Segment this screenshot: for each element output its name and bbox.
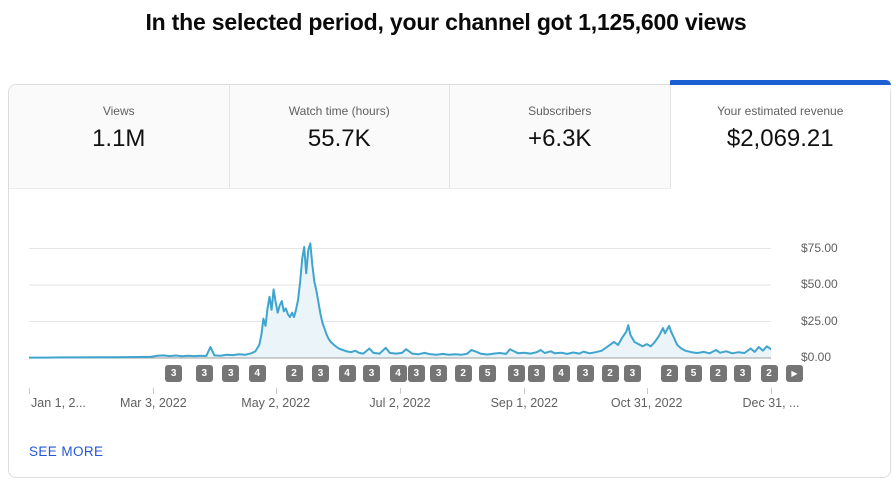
video-group-marker[interactable]: 3 <box>623 365 641 382</box>
tab-watch-time-label: Watch time (hours) <box>288 104 390 118</box>
video-group-marker[interactable]: 5 <box>685 365 702 382</box>
x-axis-tick <box>29 388 30 394</box>
tab-watch-time[interactable]: Watch time (hours) 55.7K <box>228 85 449 189</box>
revenue-area-chart[interactable] <box>28 235 772 365</box>
video-group-marker[interactable]: 3 <box>222 365 240 382</box>
video-group-marker[interactable]: 4 <box>248 365 266 382</box>
y-axis-label: $75.00 <box>801 240 838 255</box>
x-axis-label: May 2, 2022 <box>241 396 311 410</box>
video-group-marker[interactable]: 2 <box>285 365 303 382</box>
y-axis-label: $50.00 <box>801 277 838 291</box>
video-group-marker[interactable]: 2 <box>454 365 472 382</box>
x-axis-label: Mar 3, 2022 <box>119 396 187 410</box>
video-group-marker[interactable]: 3 <box>312 365 329 382</box>
x-axis-label: Jan 1, 2... <box>31 396 86 410</box>
x-axis-tick <box>275 388 277 394</box>
video-group-marker[interactable]: 2 <box>601 365 619 382</box>
metric-tabs: Views 1.1M Watch time (hours) 55.7K Subs… <box>9 80 891 189</box>
y-axis-label: $0.00 <box>801 350 832 364</box>
page-title: In the selected period, your channel got… <box>145 9 747 35</box>
video-group-marker[interactable]: 3 <box>507 365 525 382</box>
tab-estimated-revenue-value: $2,069.21 <box>726 125 834 152</box>
active-tab-indicator <box>669 80 891 85</box>
x-axis-label: Dec 31, ... <box>742 396 800 410</box>
video-group-marker[interactable]: 5 <box>479 365 497 382</box>
tab-watch-time-value: 55.7K <box>307 125 371 152</box>
x-axis-tick <box>400 388 401 394</box>
tab-views-value: 1.1M <box>92 125 146 152</box>
video-group-marker[interactable]: 3 <box>430 365 448 382</box>
tab-views-label: Views <box>102 104 135 118</box>
x-axis-label: Sep 1, 2022 <box>490 396 559 410</box>
see-more-link[interactable]: SEE MORE <box>29 444 104 459</box>
video-group-marker[interactable]: 4 <box>552 365 570 382</box>
x-axis-tick <box>771 388 772 394</box>
video-group-marker[interactable]: 3 <box>195 365 213 382</box>
video-group-marker[interactable]: 4 <box>338 365 356 382</box>
tab-estimated-revenue[interactable]: Your estimated revenue $2,069.21 <box>669 80 891 189</box>
x-axis-tick <box>646 388 648 394</box>
y-axis-label: $25.00 <box>801 313 838 328</box>
video-group-marker[interactable]: 3 <box>577 365 594 382</box>
video-group-marker[interactable]: 2 <box>709 365 727 382</box>
x-axis-tick <box>524 388 526 394</box>
video-group-marker[interactable]: 3 <box>407 365 425 382</box>
analytics-card: Views 1.1M Watch time (hours) 55.7K Subs… <box>8 80 891 478</box>
x-axis-label: Oct 31, 2022 <box>610 396 683 410</box>
x-axis-tick <box>153 388 155 394</box>
video-group-marker[interactable]: 3 <box>165 365 183 382</box>
video-group-marker[interactable]: 3 <box>734 365 751 382</box>
x-axis-label: Jul 2, 2022 <box>369 396 431 410</box>
video-group-marker[interactable]: 2 <box>660 365 678 382</box>
tab-views[interactable]: Views 1.1M <box>9 85 229 189</box>
tab-subscribers-value: +6.3K <box>528 125 592 152</box>
tab-subscribers[interactable]: Subscribers +6.3K <box>449 85 670 189</box>
video-group-marker[interactable]: 3 <box>528 365 546 382</box>
video-group-marker[interactable]: 4 <box>389 365 407 382</box>
markers-next-button[interactable]: ▶ <box>786 365 803 382</box>
tab-subscribers-label: Subscribers <box>528 104 592 118</box>
video-group-marker[interactable]: 2 <box>760 365 778 382</box>
video-group-marker[interactable]: 3 <box>363 365 380 382</box>
tab-estimated-revenue-label: Your estimated revenue <box>717 104 844 118</box>
